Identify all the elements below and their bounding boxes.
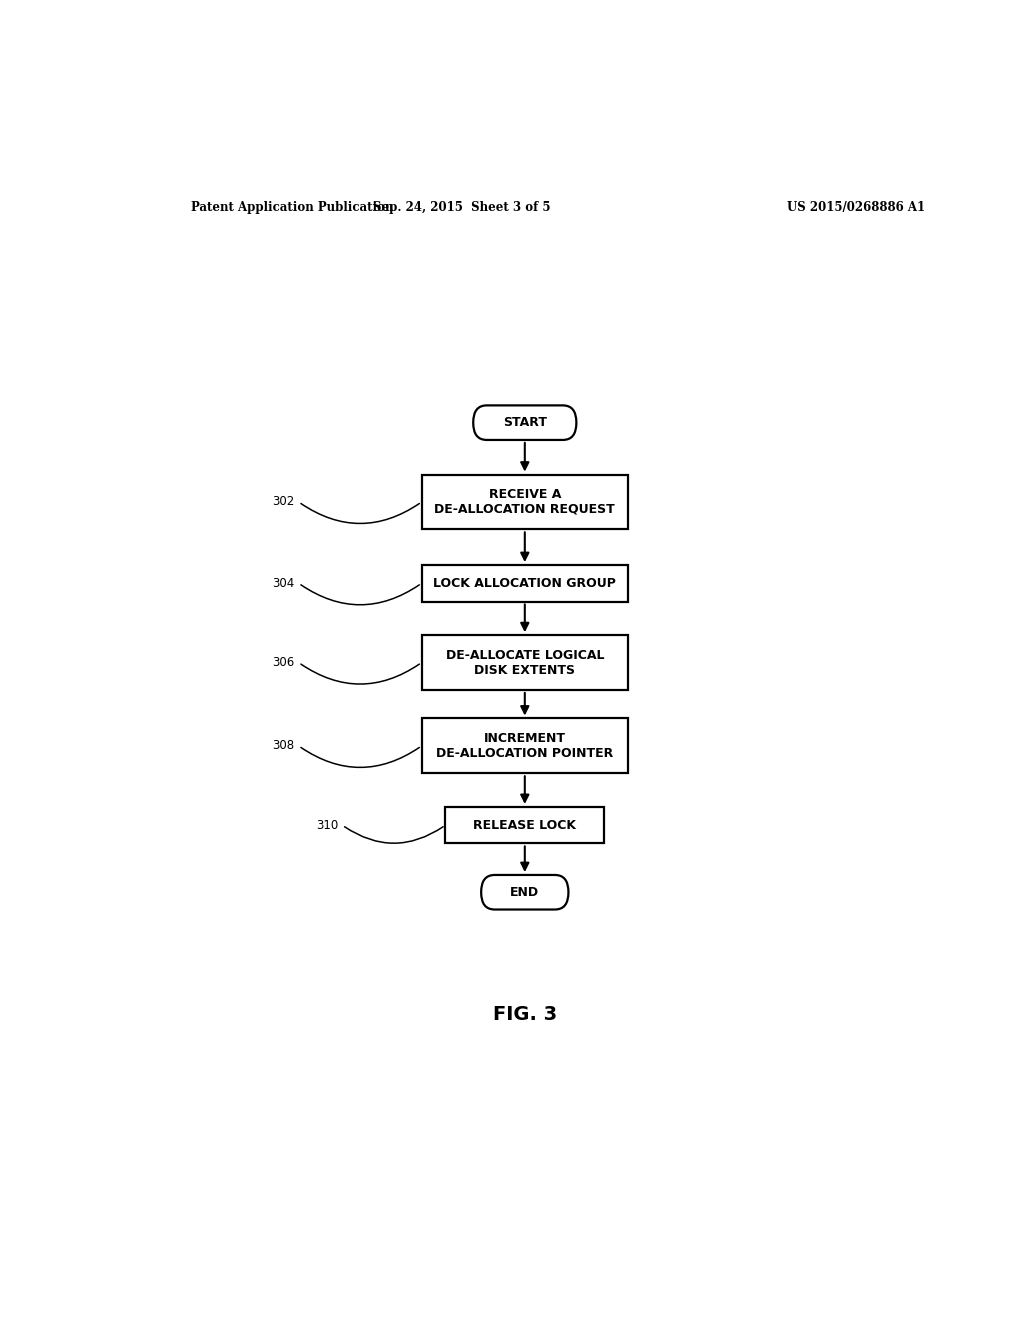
Text: START: START: [503, 416, 547, 429]
Text: 310: 310: [316, 818, 338, 832]
Text: Sep. 24, 2015  Sheet 3 of 5: Sep. 24, 2015 Sheet 3 of 5: [373, 201, 550, 214]
Text: LOCK ALLOCATION GROUP: LOCK ALLOCATION GROUP: [433, 577, 616, 590]
Text: END: END: [510, 886, 540, 899]
FancyBboxPatch shape: [473, 405, 577, 440]
FancyBboxPatch shape: [422, 718, 628, 774]
FancyBboxPatch shape: [481, 875, 568, 909]
Text: Patent Application Publication: Patent Application Publication: [191, 201, 394, 214]
Text: RELEASE LOCK: RELEASE LOCK: [473, 818, 577, 832]
Text: 308: 308: [272, 739, 295, 752]
Text: 302: 302: [272, 495, 295, 508]
Text: DE-ALLOCATE LOGICAL
DISK EXTENTS: DE-ALLOCATE LOGICAL DISK EXTENTS: [445, 648, 604, 677]
Text: RECEIVE A
DE-ALLOCATION REQUEST: RECEIVE A DE-ALLOCATION REQUEST: [434, 488, 615, 516]
FancyBboxPatch shape: [422, 635, 628, 690]
FancyBboxPatch shape: [422, 565, 628, 602]
Text: 304: 304: [272, 577, 295, 590]
FancyBboxPatch shape: [445, 807, 604, 843]
Text: 306: 306: [272, 656, 295, 669]
Text: US 2015/0268886 A1: US 2015/0268886 A1: [786, 201, 925, 214]
Text: INCREMENT
DE-ALLOCATION POINTER: INCREMENT DE-ALLOCATION POINTER: [436, 731, 613, 760]
Text: FIG. 3: FIG. 3: [493, 1005, 557, 1024]
FancyBboxPatch shape: [422, 474, 628, 529]
